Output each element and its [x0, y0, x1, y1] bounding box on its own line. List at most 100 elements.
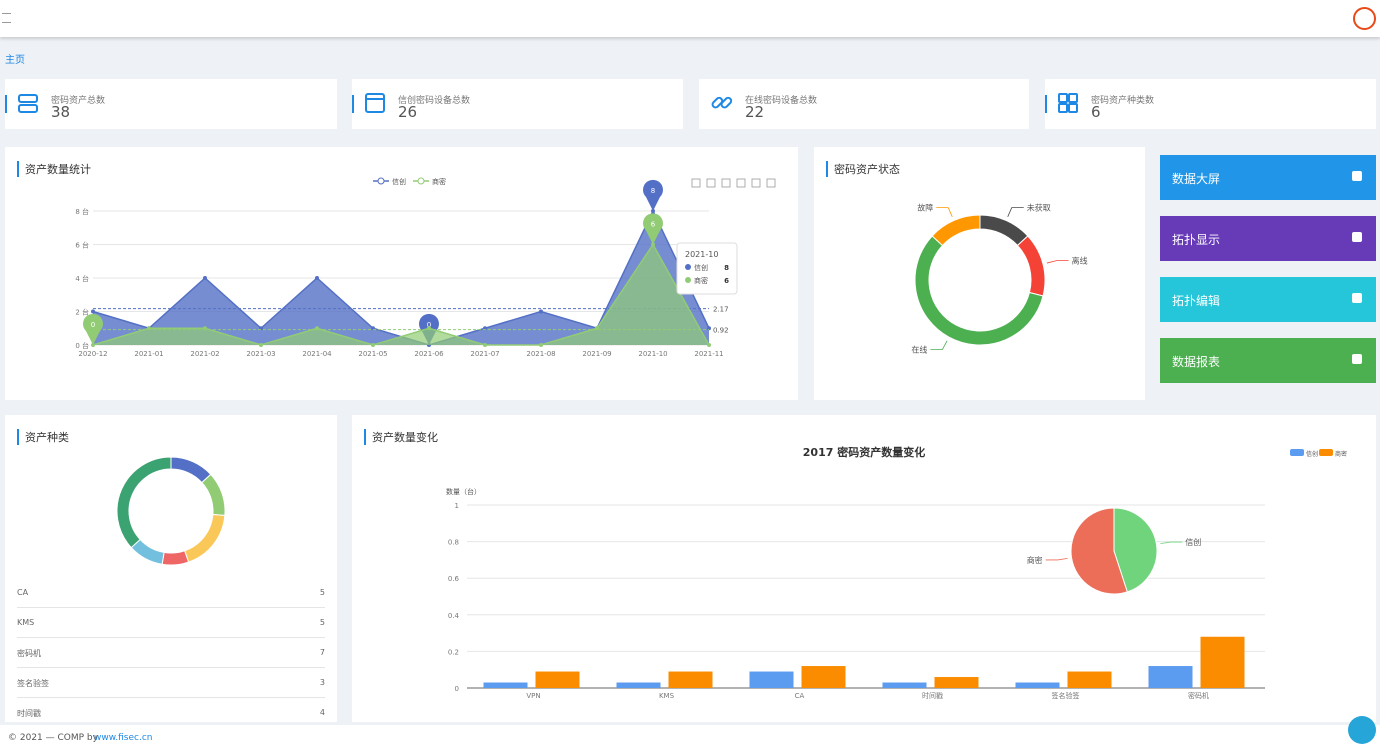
bar: [1148, 666, 1193, 688]
tooltip: [676, 242, 738, 295]
tooltip-dot: [685, 277, 691, 283]
label-line: [930, 340, 948, 350]
slice-label: 离线: [1072, 256, 1088, 266]
kind-value: 3: [319, 678, 325, 687]
tooltip-dot: [685, 264, 691, 270]
y-tick-label: 0.4: [448, 612, 460, 620]
slice: [184, 513, 226, 563]
x-tick-label: 2021-07: [470, 350, 499, 358]
slice: [979, 214, 1029, 247]
kind-row: 签名验签 3: [17, 668, 325, 698]
settings-button[interactable]: [1348, 716, 1376, 744]
stat-label: 密码资产种类数: [1091, 96, 1155, 106]
stat-card: 在线密码设备总数 22: [699, 79, 1029, 129]
legend-dot: [417, 177, 425, 185]
x-tick-label: VPN: [526, 692, 540, 700]
button-label: 数据大屏: [1172, 172, 1221, 186]
x-tick-label: CA: [795, 692, 805, 700]
footer-text: © 2021 — COMP by: [8, 733, 98, 743]
toolbox-icon: [766, 178, 776, 188]
kind-name: KMS: [17, 618, 35, 627]
bar: [1015, 682, 1060, 688]
icon: [1352, 232, 1362, 242]
link-button[interactable]: 数据报表: [1160, 338, 1376, 383]
pin: [643, 179, 663, 211]
average-label: 2.17: [713, 306, 729, 314]
tooltip-value: 6: [724, 277, 729, 285]
pin-label: 6: [651, 221, 656, 229]
kind-name: 签名验签: [17, 679, 49, 688]
label-line: [1045, 557, 1068, 561]
y-tick-label: 8 台: [75, 207, 89, 216]
icon: [1352, 171, 1362, 181]
stat-label: 在线密码设备总数: [745, 96, 818, 106]
link-button[interactable]: 拓扑编辑: [1160, 277, 1376, 322]
x-tick-label: KMS: [659, 692, 675, 700]
toolbox-icon: [736, 178, 746, 188]
kind-row: 密码机 7: [17, 638, 325, 668]
tooltip-name: 信创: [694, 263, 708, 272]
link-button[interactable]: 数据大屏: [1160, 155, 1376, 200]
stat-card: 信创密码设备总数 26: [352, 79, 683, 129]
stat-value: 22: [745, 103, 765, 121]
x-tick-label: 密码机: [1188, 691, 1209, 700]
stat-value: 26: [398, 103, 418, 121]
stat-card: 密码资产种类数 6: [1045, 79, 1376, 129]
slice: [170, 456, 212, 484]
point: [203, 276, 207, 280]
pin-label: 0: [91, 321, 95, 329]
toolbox-icon: [691, 178, 701, 188]
menu-button[interactable]: [2, 13, 11, 23]
legend-swatch: [1319, 449, 1333, 456]
label-line: [1160, 541, 1183, 545]
x-tick-label: 2021-10: [638, 350, 667, 358]
slice: [201, 473, 226, 516]
tooltip-value: 8: [724, 264, 729, 272]
x-tick-label: 时间戳: [922, 691, 943, 700]
breadcrumb[interactable]: 主页: [5, 55, 25, 66]
stat-value: 38: [51, 103, 71, 121]
bar: [616, 682, 661, 688]
kind-value: 4: [319, 708, 325, 717]
point: [259, 343, 263, 347]
toolbox-icon: [721, 178, 731, 188]
slice-label: 故障: [917, 203, 933, 213]
slice: [931, 214, 981, 247]
point: [483, 343, 487, 347]
panel-title: 资产种类: [17, 429, 69, 445]
logo[interactable]: [1353, 7, 1376, 30]
x-tick-label: 2021-11: [694, 350, 723, 358]
footer: © 2021 — COMP by www.fisec.cn: [0, 725, 1380, 750]
footer-link[interactable]: www.fisec.cn: [94, 733, 153, 743]
legend-label: 商密: [432, 177, 446, 186]
label-line: [936, 207, 953, 217]
legend-label: 信创: [1306, 450, 1318, 458]
tooltip-name: 商密: [694, 276, 708, 285]
bar: [668, 671, 713, 688]
stat-card: 密码资产总数 38: [5, 79, 337, 129]
point: [539, 343, 543, 347]
bar: [801, 666, 846, 688]
point: [707, 343, 711, 347]
panel-title: 资产数量统计: [17, 161, 91, 177]
slice: [1016, 235, 1046, 297]
x-tick-label: 2021-09: [582, 350, 611, 358]
kind-name: 密码机: [17, 649, 41, 658]
slice: [1070, 507, 1128, 595]
series-line: [92, 243, 710, 346]
button-label: 拓扑显示: [1172, 233, 1221, 247]
x-tick-label: 2021-06: [414, 350, 444, 358]
kind-name: 时间戳: [17, 709, 41, 718]
legend-label: 信创: [392, 177, 406, 186]
x-tick-label: 签名验签: [1052, 691, 1080, 700]
top-bar: [0, 0, 1380, 37]
area-fill: [93, 244, 709, 345]
x-tick-label: 2021-08: [526, 350, 555, 358]
tooltip-title: 2021-10: [685, 250, 718, 259]
panel-title: 密码资产状态: [826, 161, 900, 177]
link-button[interactable]: 拓扑显示: [1160, 216, 1376, 261]
icon: [1058, 93, 1078, 113]
y-tick-label: 1: [455, 502, 459, 510]
